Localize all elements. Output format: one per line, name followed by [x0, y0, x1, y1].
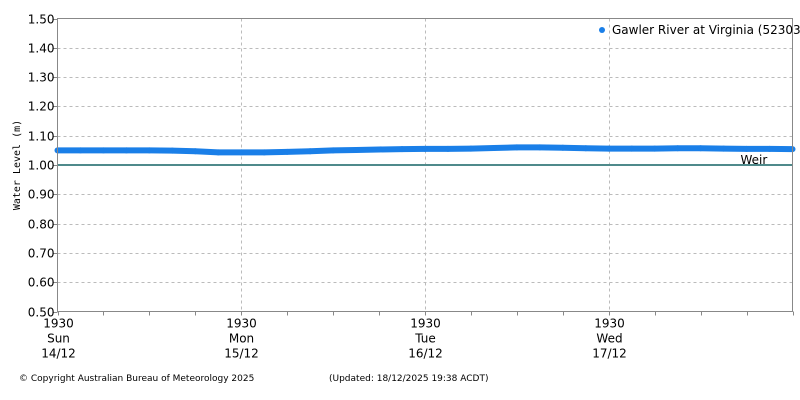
data-point — [444, 145, 451, 152]
data-point — [353, 147, 360, 154]
x-tick-label: 1930 — [594, 317, 625, 331]
data-point — [192, 148, 199, 155]
data-point — [605, 145, 612, 152]
data-point — [215, 149, 222, 156]
data-point — [536, 144, 543, 151]
data-point — [628, 145, 635, 152]
legend-label: Gawler River at Virginia (523038) — [612, 23, 800, 37]
x-tick-label: Sun — [47, 332, 70, 346]
x-tick-label: 1930 — [226, 317, 257, 331]
data-point — [559, 144, 566, 151]
data-point — [376, 146, 383, 153]
data-point — [238, 149, 245, 156]
data-point — [399, 146, 406, 153]
y-tick-label: 0.60 — [28, 276, 55, 290]
y-tick-label: 0.80 — [28, 218, 55, 232]
y-tick-label: 1.50 — [28, 13, 55, 27]
legend-marker — [599, 27, 605, 33]
x-tick-label: 14/12 — [41, 347, 76, 361]
data-point — [674, 145, 681, 152]
y-tick-label: 0.50 — [28, 306, 55, 320]
data-point — [261, 149, 268, 156]
data-point — [697, 145, 704, 152]
reference-lines: Weir — [57, 153, 793, 167]
data-point — [743, 145, 750, 152]
weir-label: Weir — [741, 153, 768, 167]
y-tick-label: 1.10 — [28, 130, 55, 144]
x-tick-label: Tue — [414, 332, 436, 346]
data-point — [766, 145, 773, 152]
data-point — [284, 148, 291, 155]
copyright-text: © Copyright Australian Bureau of Meteoro… — [19, 374, 255, 384]
y-tick-label: 1.00 — [28, 159, 55, 173]
x-tick-label: Wed — [596, 332, 622, 346]
x-tick-label: 15/12 — [224, 347, 259, 361]
y-tick-label: 1.40 — [28, 42, 55, 56]
legend: Gawler River at Virginia (523038) — [599, 23, 800, 37]
x-tick-label: 1930 — [43, 317, 74, 331]
data-point — [307, 148, 314, 155]
data-point — [490, 145, 497, 152]
x-tick-label: 16/12 — [408, 347, 443, 361]
data-point — [651, 145, 658, 152]
x-tick-label: Mon — [229, 332, 254, 346]
y-axis: 0.50 0.60 0.70 0.80 0.90 1.00 1.10 1.20 1.30 1.40… — [28, 13, 58, 320]
data-point — [422, 145, 428, 152]
y-axis-label: Water Level (m) — [12, 120, 23, 210]
series-points — [54, 144, 796, 156]
y-tick-label: 0.70 — [28, 247, 55, 261]
x-tick-label: 17/12 — [592, 347, 627, 361]
data-point — [100, 147, 107, 154]
x-tick-label: 1930 — [410, 317, 441, 331]
data-point — [720, 145, 727, 152]
data-point — [146, 147, 153, 154]
data-point — [330, 147, 337, 154]
x-axis: 1930Sun14/121930Mon15/121930Tue16/121930… — [41, 311, 794, 361]
updated-text: (Updated: 18/12/2025 19:38 ACDT) — [329, 374, 489, 384]
y-tick-label: 1.20 — [28, 100, 55, 114]
y-tick-label: 1.30 — [28, 71, 55, 85]
data-point — [123, 147, 130, 154]
data-point — [513, 144, 520, 151]
data-point — [169, 147, 176, 154]
data-point — [582, 145, 589, 152]
data-point — [77, 147, 84, 154]
y-tick-label: 0.90 — [28, 188, 55, 202]
data-point — [467, 145, 474, 152]
